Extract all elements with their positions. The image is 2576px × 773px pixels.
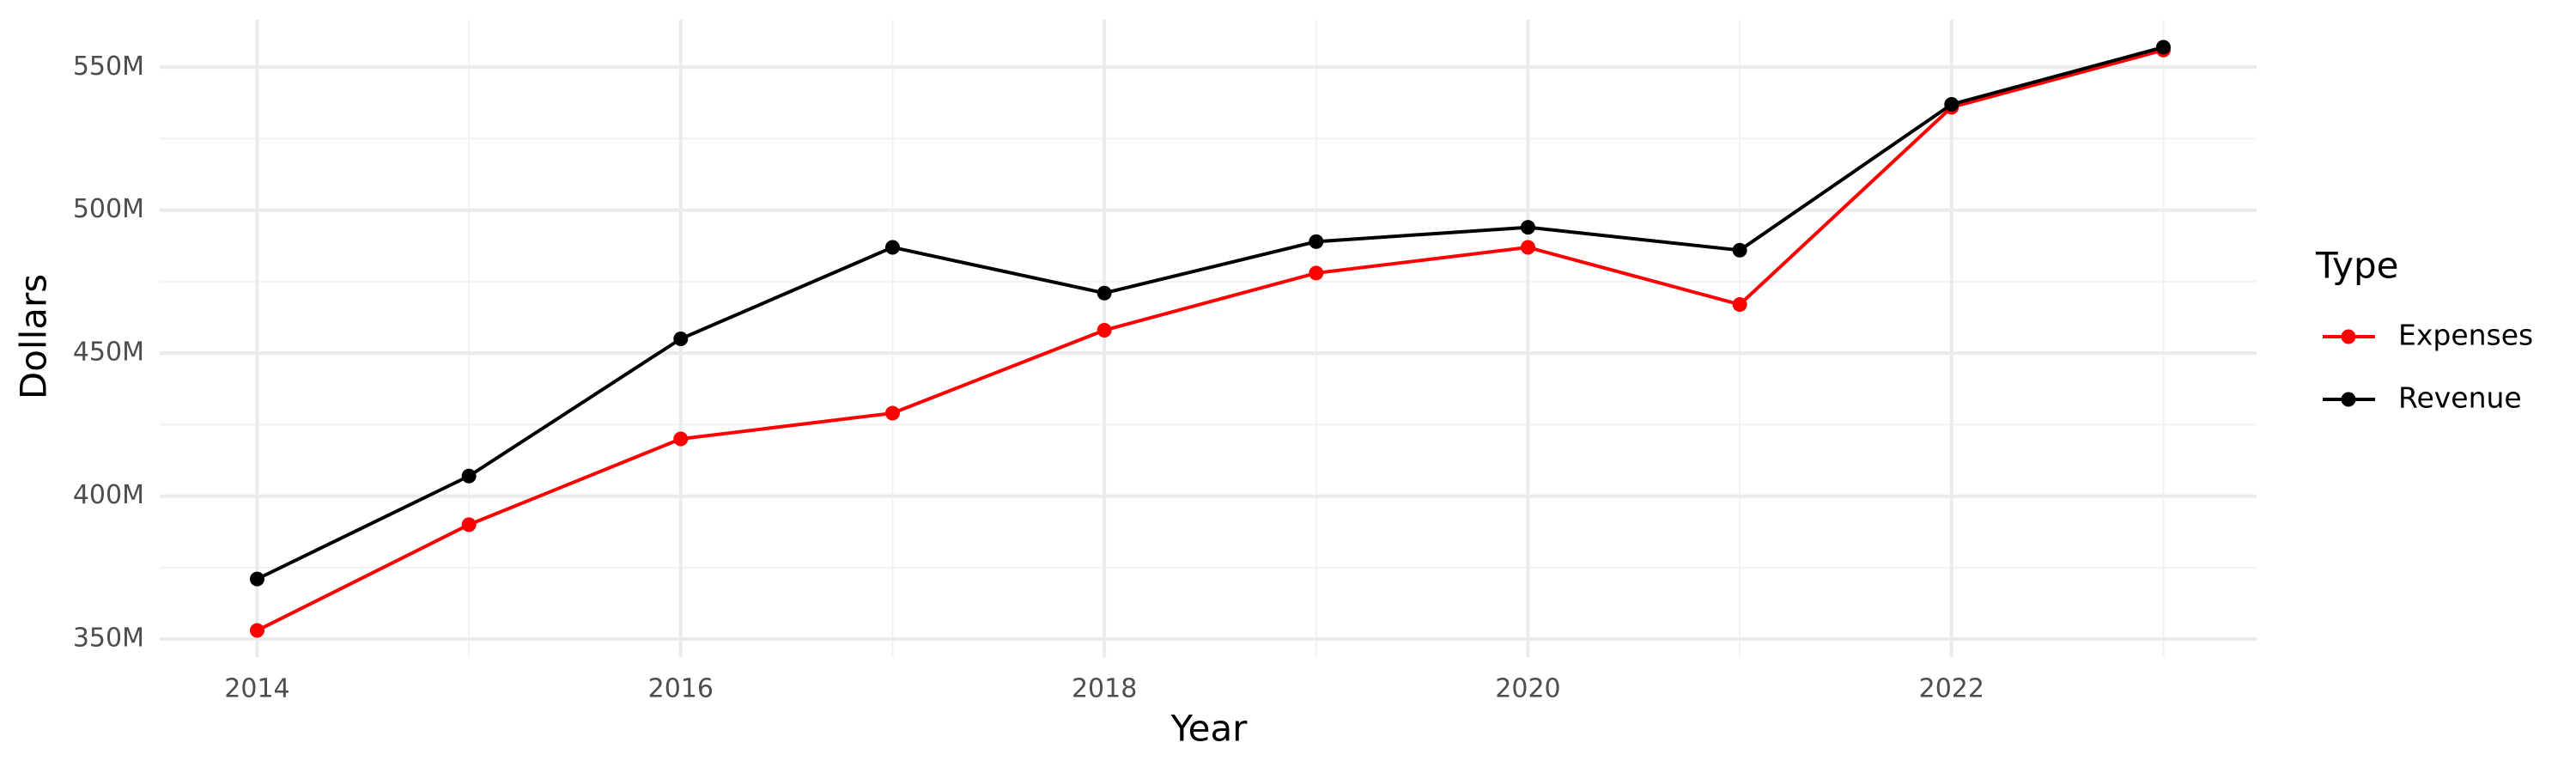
x-axis-title: Year	[1170, 708, 1249, 750]
x-tick-label: 2018	[1072, 674, 1137, 704]
legend-title: Type	[2315, 245, 2398, 287]
point	[673, 331, 689, 346]
y-tick-label: 350M	[73, 624, 144, 654]
series-line	[256, 48, 2164, 632]
legend-key-point	[2341, 392, 2356, 407]
y-tick-label: 450M	[73, 338, 144, 368]
point	[1097, 285, 1112, 301]
legend-key-point	[2341, 329, 2356, 344]
point	[884, 240, 900, 255]
point	[884, 405, 900, 421]
point	[1097, 323, 1112, 338]
y-axis-title: Dollars	[13, 274, 55, 399]
point	[461, 468, 477, 484]
y-tick-label: 500M	[73, 194, 144, 224]
x-tick-label: 2014	[224, 674, 289, 704]
point	[2155, 40, 2171, 55]
point	[1309, 234, 1324, 249]
x-tick-label: 2016	[648, 674, 714, 704]
x-tick-label: 2020	[1495, 674, 1560, 704]
point	[1309, 265, 1324, 281]
legend-label: Revenue	[2398, 381, 2522, 415]
point	[1944, 97, 1959, 113]
point	[461, 517, 477, 533]
y-tick-label: 550M	[73, 52, 144, 82]
point	[673, 431, 689, 447]
x-tick-label: 2022	[1919, 674, 1984, 704]
point	[1520, 220, 1535, 235]
point	[1520, 240, 1535, 255]
point	[249, 623, 264, 638]
y-tick-label: 400M	[73, 480, 144, 510]
point	[1732, 297, 1747, 313]
legend-label: Expenses	[2398, 319, 2533, 352]
point	[249, 571, 264, 587]
point	[1732, 242, 1747, 258]
series-line	[256, 46, 2164, 581]
